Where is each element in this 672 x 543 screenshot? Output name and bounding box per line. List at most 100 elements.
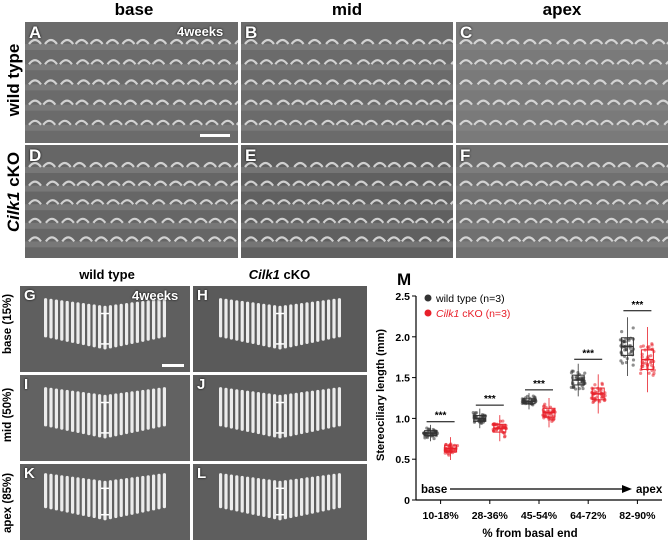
- x-tick-label: 82-90%: [619, 510, 656, 522]
- scale-bar: [200, 134, 230, 137]
- column-header-mid: mid: [331, 0, 363, 19]
- panel-label: A: [29, 23, 42, 42]
- legend-marker-cilk1-cko: [424, 309, 432, 317]
- data-point: [600, 381, 604, 385]
- data-point: [552, 417, 556, 421]
- panel-label: I: [24, 376, 29, 393]
- data-point: [649, 354, 653, 358]
- row-label-wild-type: wild type: [4, 43, 23, 117]
- hair-bundle-image: [20, 286, 190, 372]
- panel-label: E: [245, 146, 257, 165]
- data-point: [423, 436, 427, 440]
- y-tick-label: 2.5: [395, 291, 410, 303]
- panel-label: F: [460, 146, 471, 165]
- sem-panel-e: E: [241, 145, 453, 258]
- hair-cell-rows-image: [456, 22, 668, 143]
- sem-panel-f: F: [456, 145, 668, 258]
- chart-panel-label: M: [397, 270, 412, 289]
- data-point: [647, 371, 651, 375]
- hair-cell-rows-image: [25, 22, 238, 143]
- y-tick-label: 0.5: [395, 454, 410, 466]
- data-point: [641, 362, 645, 367]
- sem-panel-b: B: [241, 22, 453, 143]
- sem-panel-a: A 4weeks: [25, 22, 238, 143]
- panel-label: D: [29, 146, 42, 165]
- data-point: [572, 385, 576, 389]
- data-point: [620, 330, 624, 334]
- data-point: [639, 345, 643, 349]
- x-tick-label: 28-36%: [472, 510, 509, 522]
- data-point: [641, 344, 645, 348]
- panel-label: G: [24, 287, 36, 304]
- significance-label: ***: [484, 394, 496, 405]
- y-tick-label: 0: [404, 495, 410, 507]
- x-tick-label: 64-72%: [570, 510, 607, 522]
- stereocilia-length-chart: 0 0.5 1.0 1.5 2.0 2.5 10-18% 28-36% 45-54% 64-72%…: [375, 291, 663, 540]
- data-point: [593, 390, 597, 394]
- age-label: 4weeks: [132, 288, 179, 303]
- sem-panel-c: C: [456, 22, 668, 143]
- hair-bundle-image: [193, 286, 367, 372]
- sem-panel-i: I: [20, 375, 190, 461]
- data-point: [651, 373, 655, 377]
- data-point: [628, 352, 632, 356]
- column-header-apex: apex: [542, 0, 582, 19]
- data-point: [583, 371, 587, 375]
- column-header-base: base: [114, 0, 154, 19]
- hair-bundle-image: [193, 464, 367, 540]
- panel-label: J: [197, 376, 206, 393]
- axis-annotation-apex: apex: [636, 484, 663, 496]
- data-point: [446, 452, 450, 456]
- row-label-apex: apex (85%): [2, 472, 14, 534]
- data-point: [581, 386, 585, 391]
- y-tick-label: 1.0: [395, 413, 410, 425]
- sem-panel-g: G 4weeks: [20, 286, 190, 372]
- hair-cell-rows-image: [241, 22, 453, 143]
- data-point: [647, 345, 651, 349]
- sem-panel-k: K: [20, 464, 190, 540]
- data-point: [531, 394, 535, 398]
- hair-cell-rows-image: [456, 145, 668, 258]
- data-point: [543, 402, 547, 406]
- panel-label: K: [24, 465, 35, 482]
- axis-annotation-base: base: [421, 484, 447, 496]
- data-point: [598, 400, 602, 404]
- hair-bundle-image: [193, 375, 367, 461]
- significance-label: ***: [582, 348, 594, 359]
- row-label-cilk1-cko: Cilk1 cKO: [4, 151, 23, 233]
- significance-label: ***: [632, 300, 644, 311]
- panel-label: C: [460, 23, 473, 42]
- hair-cell-rows-image: [241, 145, 453, 258]
- data-point: [631, 326, 635, 330]
- age-label: 4weeks: [177, 24, 224, 39]
- panel-label: B: [245, 23, 258, 42]
- data-point: [582, 376, 586, 380]
- legend-marker-wild-type: [424, 294, 432, 302]
- y-tick-label: 1.5: [395, 373, 410, 385]
- data-point: [425, 435, 430, 440]
- sem-panel-d: D: [25, 145, 238, 258]
- data-point: [600, 396, 604, 400]
- x-axis-label: % from basal end: [482, 528, 577, 540]
- data-point: [629, 349, 633, 354]
- data-point: [502, 435, 507, 439]
- data-point: [631, 358, 636, 362]
- data-point: [432, 436, 436, 441]
- arrow-head-icon: [622, 485, 632, 493]
- data-point: [571, 369, 575, 373]
- data-point: [571, 376, 575, 380]
- data-point: [650, 342, 654, 346]
- y-tick-label: 2.0: [395, 332, 410, 344]
- column-header-cilk1-cko: Cilk1 cKO: [248, 267, 311, 282]
- data-point: [619, 359, 623, 363]
- scale-bar: [162, 364, 184, 367]
- sem-panel-h: H: [193, 286, 367, 372]
- significance-label: ***: [533, 379, 545, 390]
- data-point: [620, 361, 625, 365]
- data-point: [649, 360, 653, 365]
- row-label-base: base (15%): [2, 293, 14, 355]
- panel-label: L: [197, 465, 207, 482]
- data-point: [622, 340, 626, 344]
- hair-bundle-image: [20, 375, 190, 461]
- data-point: [638, 371, 643, 376]
